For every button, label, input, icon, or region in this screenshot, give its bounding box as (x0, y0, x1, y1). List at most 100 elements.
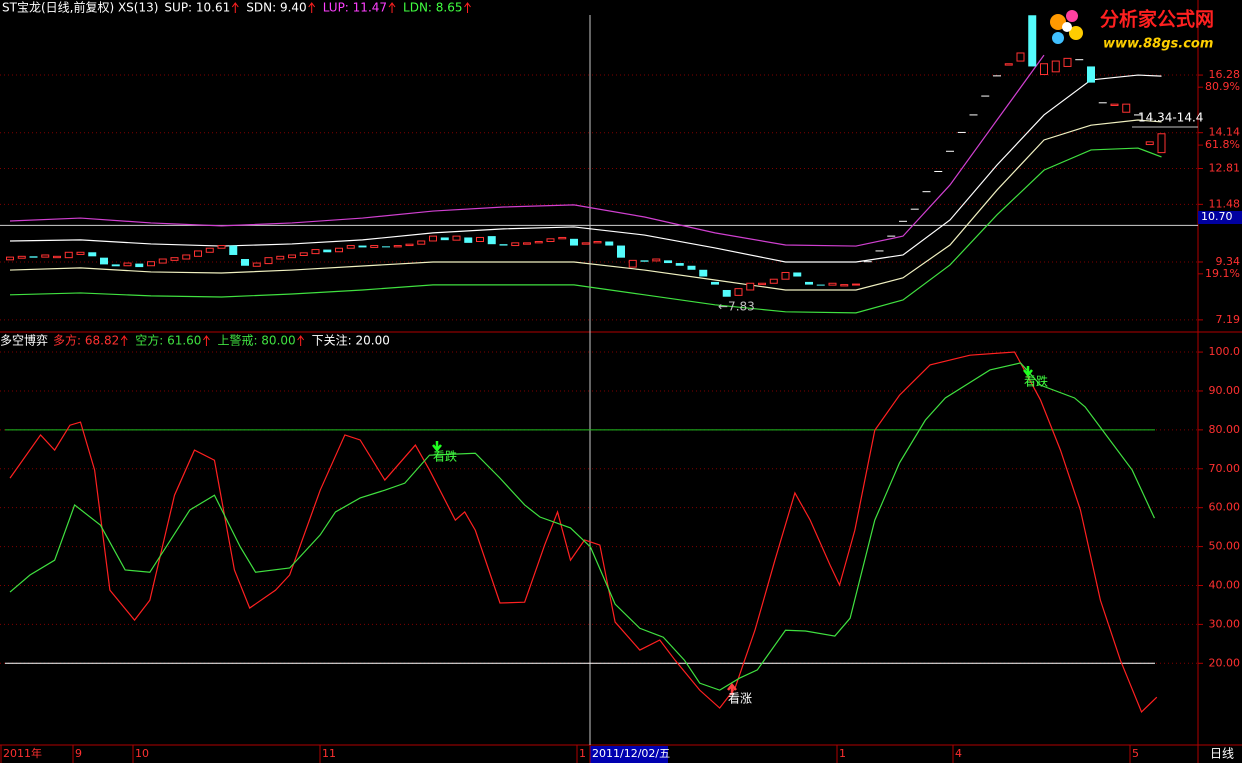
arrow-icon (203, 335, 210, 346)
signal-label: 看跌 (1024, 374, 1048, 389)
candle-body (53, 255, 61, 259)
band-line (9, 54, 1045, 247)
candle-body (617, 245, 625, 258)
y-tick-label: 7.19 (1216, 313, 1241, 326)
arrow-icon (120, 335, 128, 346)
candle-body (64, 251, 73, 259)
candle-body (205, 247, 214, 253)
y-tick-label: 60.00 (1209, 501, 1241, 514)
candle-body (652, 258, 661, 262)
candle-body (123, 262, 132, 267)
candle-body (581, 242, 590, 245)
price-label: 10.70 (1201, 210, 1233, 223)
signal-arrow (432, 441, 442, 453)
y-tick-label: 50.00 (1209, 540, 1241, 553)
candle-body (417, 240, 426, 245)
candle-body (699, 269, 708, 277)
candle-body (499, 244, 508, 246)
x-tick-label: 5 (1132, 747, 1139, 760)
fib-tick-label: 19.1% (1205, 267, 1240, 280)
candle-body (722, 289, 731, 297)
logo-name: 分析家公式网 (1100, 8, 1214, 31)
candle-body (1004, 63, 1013, 66)
logo-icon (1066, 10, 1078, 22)
arrow-icon (297, 335, 305, 346)
candle-body (182, 254, 191, 260)
candle-body (523, 242, 531, 245)
candle-body (1016, 52, 1025, 62)
indicator-value: LDN: 8.65 (403, 1, 462, 15)
candle-body (1157, 133, 1166, 154)
annotation: 14.34-14.4 (1138, 111, 1203, 125)
indicator-value: 下关注: 20.00 (312, 333, 390, 348)
fib-tick-label: 61.8% (1205, 138, 1240, 151)
logo-icon (1062, 22, 1072, 32)
x-tick-label: 2011年 (3, 746, 42, 760)
candle-body (593, 241, 602, 244)
candle-body (558, 236, 567, 240)
y-tick-label: 16.28 (1209, 68, 1241, 81)
x-tick-label: 10 (135, 747, 149, 760)
candle-body (41, 254, 50, 258)
logo-icon (1050, 14, 1066, 30)
candle-body (1087, 66, 1095, 83)
candle-body (1051, 60, 1060, 73)
indicator-value: SDN: 9.40 (246, 1, 306, 15)
candle-body (429, 235, 437, 242)
candle-body (147, 261, 155, 267)
x-tick-label: 9 (75, 747, 82, 760)
candle-body (476, 236, 484, 243)
signal-arrow (1023, 366, 1033, 378)
candle-body (570, 238, 578, 246)
candle-body (170, 257, 179, 261)
candle-body (158, 258, 167, 264)
candle-body (734, 288, 743, 296)
candle-body (440, 237, 449, 241)
price-box (1198, 211, 1242, 224)
candle-body (452, 235, 461, 241)
candle-body (1040, 63, 1048, 76)
x-tick-label: 1 (839, 747, 846, 760)
candle-body (276, 255, 285, 260)
indicator-value: 上警戒: 80.00 (217, 333, 295, 348)
indicator-value: 多方: 68.82 (53, 333, 119, 348)
annotation: ←7.83 (718, 300, 755, 314)
candle-body (1110, 103, 1119, 106)
candle-body (252, 262, 261, 267)
indicator-value: LUP: 11.47 (323, 1, 387, 15)
y-tick-label: 90.00 (1209, 384, 1241, 397)
candle-body (76, 251, 85, 255)
candle-body (687, 265, 696, 270)
arrow-icon (231, 2, 239, 13)
signal-label: 看跌 (433, 449, 457, 464)
candle-body (605, 241, 614, 246)
x-tick-label: 2011/12/02/五 (592, 747, 670, 760)
candle-body (640, 260, 649, 262)
indicator-title: 多空博弈 (0, 333, 48, 348)
x-tick-label: 4 (955, 747, 962, 760)
arrow-icon (308, 2, 316, 13)
indicator-line (9, 362, 1155, 691)
logo-url: www.88gs.com (1103, 37, 1213, 52)
y-tick-label: 40.00 (1209, 578, 1241, 591)
signal-label: 看涨 (728, 691, 752, 706)
logo-icon (1052, 32, 1064, 44)
candle-body (487, 236, 496, 245)
logo-icon (1069, 26, 1083, 40)
candle-body (711, 281, 719, 285)
band-line (9, 147, 1162, 314)
candle-body (135, 263, 144, 268)
candle-body (511, 242, 520, 247)
stock-title: ST宝龙(日线,前复权) XS(13) (2, 0, 158, 15)
y-tick-label: 9.34 (1216, 255, 1241, 268)
candle-body (793, 272, 802, 277)
candle-body (816, 284, 825, 286)
candle-body (111, 264, 120, 267)
candle-body (358, 245, 367, 248)
candle-body (100, 257, 108, 265)
y-tick-label: 80.00 (1209, 423, 1241, 436)
candle-body (405, 243, 414, 247)
candle-body (781, 271, 790, 280)
